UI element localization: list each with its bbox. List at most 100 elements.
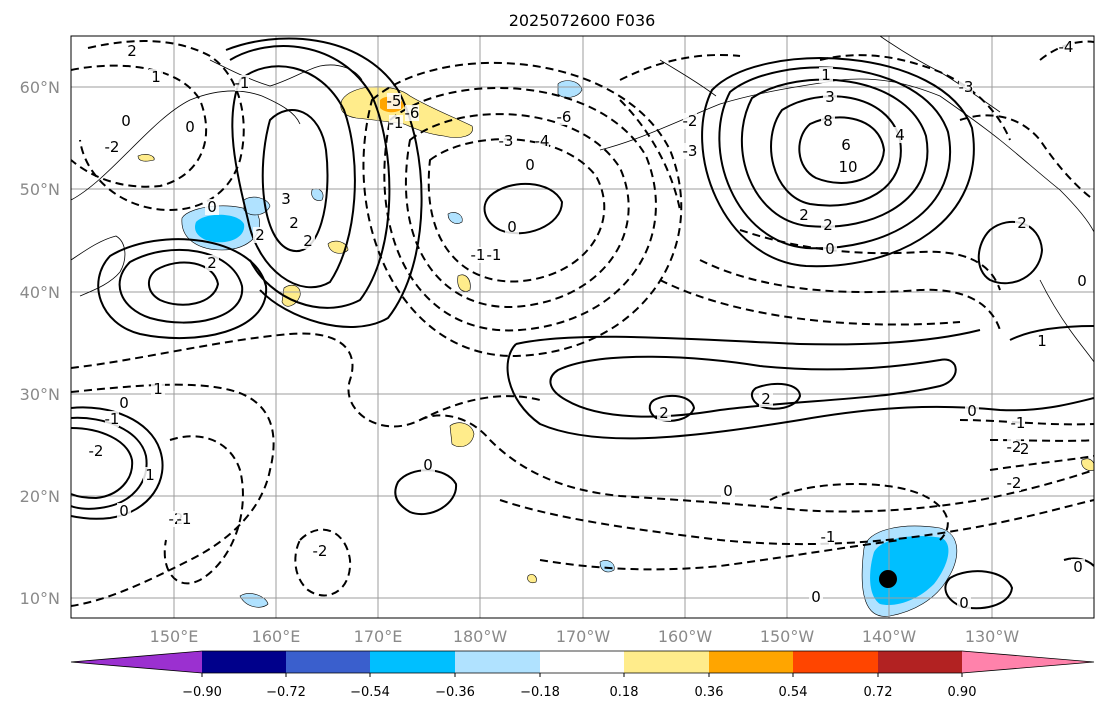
- colorbar-tick-label: 0.36: [695, 685, 724, 700]
- contour-label: -2: [1007, 474, 1022, 492]
- shade-pos-018b: [449, 422, 475, 447]
- contour-label: -6: [405, 104, 420, 122]
- contour-label-bg: [1011, 415, 1025, 431]
- contour-label-bg: [279, 191, 293, 207]
- contour-label-bg: [235, 75, 249, 91]
- solid-contours: [71, 37, 1094, 610]
- contour-label-bg: [205, 255, 219, 271]
- contour-label: 0: [121, 112, 131, 130]
- contour-label: 0: [1077, 272, 1087, 290]
- colorbar-segment: [709, 651, 793, 673]
- shade-pos-018f: [1081, 458, 1094, 471]
- contour-label-bg: [819, 67, 833, 83]
- contour-label: -3: [499, 132, 514, 150]
- contour-label: 1: [151, 68, 161, 86]
- contour-label-bg: [809, 589, 823, 605]
- contour-label-bg: [839, 137, 853, 153]
- contour-label: -4: [535, 132, 550, 150]
- contour-label-bg: [759, 391, 773, 407]
- contour-label: 4: [895, 126, 905, 144]
- colorbar-segment: [71, 651, 202, 673]
- contour-label: 2: [207, 254, 217, 272]
- contour-label: -1: [471, 246, 486, 264]
- contour-label-bg: [405, 105, 419, 121]
- lon-label: 170°E: [354, 627, 403, 646]
- contour-label-bg: [821, 113, 835, 129]
- contour-label: -4: [1059, 38, 1074, 56]
- contour-label: -2: [683, 112, 698, 130]
- contour-label-bg: [89, 443, 103, 459]
- contour-label: -1: [389, 114, 404, 132]
- contour-label: -2: [1007, 438, 1022, 456]
- contour-label-bg: [721, 483, 735, 499]
- contour-label: 2: [127, 42, 137, 60]
- contour-label: 1: [145, 466, 155, 484]
- contour-label-bg: [125, 43, 139, 59]
- contour-label-bg: [151, 381, 165, 397]
- colorbar-tick-label: −0.18: [520, 685, 560, 700]
- contour-label-bg: [823, 89, 837, 105]
- colorbar-segment: [286, 651, 370, 673]
- contour-label-bg: [117, 503, 131, 519]
- contour-label-bg: [149, 69, 163, 85]
- contour-label: 0: [1073, 558, 1083, 576]
- lat-label: 30°N: [20, 385, 60, 404]
- contour-label-bg: [177, 511, 191, 527]
- contour-label: 0: [525, 156, 535, 174]
- contour-label: -1: [105, 410, 120, 428]
- lon-labels: 150°E 160°E 170°E 180°W 170°W 160°W 150°…: [150, 627, 1020, 646]
- contour-label-bg: [683, 143, 697, 159]
- colorbar-ticks: −0.90 −0.72 −0.54 −0.36 −0.18 0.18 0.36 …: [182, 685, 976, 700]
- contour-label: 3: [825, 88, 835, 106]
- shade-neg-054: [194, 214, 245, 243]
- contour-label-bg: [957, 595, 971, 611]
- contour-label: 2: [823, 216, 833, 234]
- contour-label: 0: [825, 240, 835, 258]
- contour-label: -5: [387, 92, 402, 110]
- contour-label-bg: [387, 93, 401, 109]
- contour-label: 6: [841, 136, 851, 154]
- shade-pos-018e: [327, 240, 349, 254]
- lon-label: 140°W: [862, 627, 917, 646]
- contour-label: 8: [823, 112, 833, 130]
- contour-label-bg: [505, 219, 519, 235]
- colorbar-segment: [878, 651, 962, 673]
- lon-label: 170°W: [556, 627, 611, 646]
- contour-label-bg: [1075, 273, 1089, 289]
- colorbar-tick-label: −0.36: [435, 685, 475, 700]
- contour-label: 2: [303, 232, 313, 250]
- contour-label-bg: [143, 467, 157, 483]
- lat-labels: 10°N 20°N 30°N 40°N 50°N 60°N: [20, 78, 60, 608]
- contour-label-bg: [287, 215, 301, 231]
- contour-label: -3: [959, 78, 974, 96]
- contour-label: -2: [105, 138, 120, 156]
- colorbar-tick-label: −0.72: [266, 685, 306, 700]
- colorbar: [70, 650, 1095, 677]
- dashed-contours: [71, 40, 1094, 607]
- contour-label-bg: [421, 457, 435, 473]
- contour-label-bg: [499, 133, 513, 149]
- contour-label-bg: [105, 411, 119, 427]
- colorbar-segment: [624, 651, 709, 673]
- contour-label-bg: [1007, 439, 1021, 455]
- shade-pos-018h: [527, 574, 537, 584]
- contour-label-bg: [253, 227, 267, 243]
- contour-label: 0: [811, 588, 821, 606]
- lon-label: 180°W: [453, 627, 508, 646]
- contour-label: -2: [89, 442, 104, 460]
- contour-label-bg: [535, 133, 549, 149]
- map-frame: [70, 35, 1095, 619]
- contour-label-bg: [965, 403, 979, 419]
- contour-label-bg: [523, 157, 537, 173]
- contour-label: 2: [761, 390, 771, 408]
- colorbar-segment: [370, 651, 455, 673]
- contour-label-bg: [1071, 559, 1085, 575]
- contour-label: 1: [1037, 332, 1047, 350]
- contour-label-bg: [1035, 333, 1049, 349]
- lon-label: 160°W: [658, 627, 713, 646]
- contour-label: -6: [557, 108, 572, 126]
- map-title: 2025072600 F036: [509, 11, 656, 30]
- contour-label-bg: [183, 119, 197, 135]
- map-content: 210-2-10232202-6-4-3-50-10-1-6-1-3-21386…: [71, 36, 1094, 618]
